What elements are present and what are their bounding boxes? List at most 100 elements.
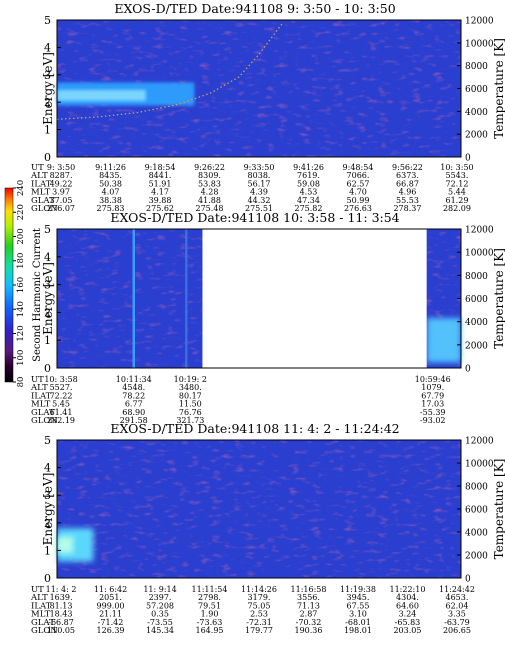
ephemeris-value: 11:14:26 xyxy=(241,585,277,594)
y-tick-label: 5 xyxy=(44,14,51,27)
y2-tick-label: 0 xyxy=(465,365,471,375)
ephemeris-label-ilat: ILAT xyxy=(31,391,52,401)
feature-vline xyxy=(132,229,135,368)
ephemeris-value: 11:11:54 xyxy=(192,585,228,594)
ephemeris-value: 37.05 xyxy=(50,196,73,205)
ephemeris-value: 2798. xyxy=(198,593,221,602)
ephemeris-value: 8435. xyxy=(99,171,122,180)
ephemeris-value: 4.39 xyxy=(250,188,268,197)
y2-axis-label: Temperature [K] xyxy=(492,38,505,139)
y2-tick-label: 8000 xyxy=(465,483,488,493)
ephemeris-label-mlt: MLT xyxy=(31,188,51,198)
ephemeris-value: 3480. xyxy=(179,383,202,392)
ephemeris-value: 275.62 xyxy=(146,204,174,213)
ephemeris-value: 67.79 xyxy=(421,391,444,400)
y-tick-label: 2 xyxy=(44,517,51,530)
y-tick-label: 0 xyxy=(44,362,51,375)
ephemeris-value: 71.13 xyxy=(297,601,320,610)
ephemeris-value: -73.55 xyxy=(147,618,173,627)
y2-tick-label: 10000 xyxy=(465,460,494,470)
y2-tick-label: 8000 xyxy=(465,62,488,72)
y2-tick-label: 2000 xyxy=(465,131,488,141)
ephemeris-value: 11.50 xyxy=(179,400,202,409)
ephemeris-value: 10: 3:50 xyxy=(440,163,473,172)
y-tick-label: 4 xyxy=(44,251,51,264)
y-axis-label: Energy [eV] xyxy=(41,262,55,335)
ephemeris-value: -71.42 xyxy=(98,618,124,627)
ephemeris-value: -65.83 xyxy=(395,618,421,627)
y2-tick-label: 6000 xyxy=(465,85,488,95)
y-tick-label: 3 xyxy=(44,279,51,292)
ephemeris-value: 39.88 xyxy=(149,196,172,205)
y2-tick-label: 12000 xyxy=(465,437,494,447)
ephemeris-value: 5527. xyxy=(50,383,73,392)
ephemeris-value: -70.32 xyxy=(296,618,322,627)
ephemeris-table: UT 11: 4: 2 11: 6:42 11: 9:14 11:11:54 11:14:… xyxy=(30,585,475,636)
ephemeris-value: 67.55 xyxy=(347,601,370,610)
y2-tick-label: 4000 xyxy=(465,318,488,328)
ephemeris-value: 80.17 xyxy=(179,391,202,400)
ephemeris-value: 198.01 xyxy=(344,626,372,635)
y-tick-label: 0 xyxy=(44,572,51,585)
ephemeris-value: 110.05 xyxy=(47,626,75,635)
y-tick-label: 3 xyxy=(44,489,51,502)
ephemeris-label-glon: GLON xyxy=(31,416,58,426)
ephemeris-table: UT 10: 3:58 10:11:34 10:19: 2 10:59:46 ALT 552… xyxy=(30,375,451,426)
ephemeris-value: 8287. xyxy=(50,171,73,180)
ephemeris-value: 4548. xyxy=(122,383,145,392)
y-axis-label: Energy [eV] xyxy=(41,473,55,546)
ephemeris-label-glon: GLON xyxy=(31,626,58,636)
ephemeris-value: 79.51 xyxy=(198,601,221,610)
ephemeris-value: 50.38 xyxy=(99,179,122,188)
ephemeris-value: 55.53 xyxy=(396,196,419,205)
y-tick-label: 1 xyxy=(44,544,51,557)
ephemeris-value: 21.11 xyxy=(99,610,122,619)
ephemeris-label-ilat: ILAT xyxy=(31,179,52,189)
ephemeris-value: 47.34 xyxy=(297,196,320,205)
ephemeris-value: 9:18:54 xyxy=(145,163,176,172)
ephemeris-value: 38.38 xyxy=(99,196,122,205)
y2-tick-label: 0 xyxy=(465,154,471,164)
ephemeris-value: 275.83 xyxy=(97,204,125,213)
ephemeris-value: 11: 6:42 xyxy=(94,585,127,594)
ephemeris-value: 6.77 xyxy=(125,400,143,409)
y2-tick-label: 6000 xyxy=(465,506,488,516)
ephemeris-label-glat: GLAT xyxy=(31,408,55,418)
ephemeris-value: 7619. xyxy=(297,171,320,180)
y2-tick-label: 4000 xyxy=(465,529,488,539)
ephemeris-value: 11:22:10 xyxy=(390,585,426,594)
ephemeris-value: 57.208 xyxy=(146,601,174,610)
ephemeris-value: 3179. xyxy=(248,593,271,602)
panel-2: EXOS-D/TED Date:941108 10: 3:58 - 11: 3:… xyxy=(30,210,505,426)
ephemeris-value: 282.19 xyxy=(47,416,75,425)
ephemeris-value: 9: 3:50 xyxy=(47,163,75,172)
y2-tick-label: 2000 xyxy=(465,341,488,351)
ephemeris-value: -68.01 xyxy=(345,618,371,627)
ephemeris-label-alt: ALT xyxy=(30,171,48,181)
colorbar-tick-label: 100 xyxy=(16,350,26,366)
ephemeris-value: 50.99 xyxy=(347,196,370,205)
ephemeris-value: 66.87 xyxy=(396,179,419,188)
ephemeris-value: 59.08 xyxy=(297,179,320,188)
ephemeris-value: 4.96 xyxy=(399,188,417,197)
ephemeris-label-ilat: ILAT xyxy=(31,601,52,611)
y2-tick-label: 0 xyxy=(465,575,471,585)
ephemeris-value: 3.35 xyxy=(448,610,466,619)
ephemeris-value: 2051. xyxy=(99,593,122,602)
ephemeris-label-alt: ALT xyxy=(30,593,48,603)
y2-tick-label: 10000 xyxy=(465,39,494,49)
ephemeris-label-alt: ALT xyxy=(30,383,48,393)
ephemeris-value: 276.63 xyxy=(344,204,372,213)
ephemeris-value: 276.07 xyxy=(47,204,75,213)
y2-axis-label: Temperature [K] xyxy=(492,459,505,560)
panel-3: EXOS-D/TED Date:941108 11: 4: 2 - 11:24:… xyxy=(30,421,505,636)
ephemeris-value: 4.70 xyxy=(349,188,367,197)
ephemeris-value: 11: 9:14 xyxy=(143,585,176,594)
ephemeris-value: 321.73 xyxy=(176,416,204,425)
ephemeris-value: 164.95 xyxy=(196,626,224,635)
ephemeris-value: 1639. xyxy=(50,593,73,602)
ephemeris-value: 51.91 xyxy=(149,179,172,188)
spectrogram xyxy=(57,228,461,369)
ephemeris-value: 275.82 xyxy=(294,204,322,213)
spectrogram-noise xyxy=(57,440,461,578)
